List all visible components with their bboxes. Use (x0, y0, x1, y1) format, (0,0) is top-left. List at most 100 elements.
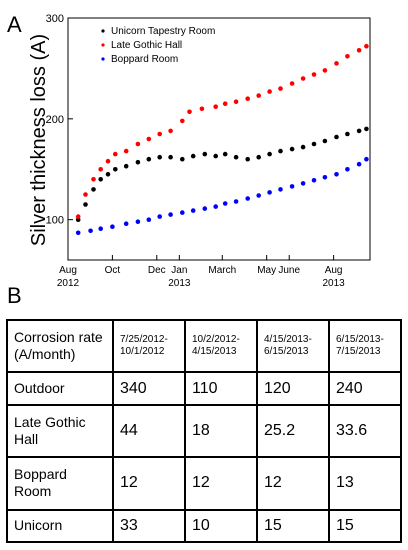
x-tick-sublabel: 2012 (57, 278, 80, 289)
x-tick-label: May (257, 265, 276, 276)
data-point (267, 151, 272, 157)
data-point (356, 48, 362, 53)
table-cell: 110 (184, 371, 258, 406)
legend-entry: Late Gothic Hall (111, 40, 182, 51)
corrosion-rate-table: Corrosion rate (A/month) 7/25/2012-10/1/… (6, 318, 402, 544)
data-point (278, 187, 283, 192)
series-layer (75, 43, 369, 236)
data-point (322, 175, 328, 180)
data-point (168, 212, 173, 217)
x-tick-label: Aug (325, 265, 343, 276)
data-point (83, 202, 88, 207)
data-point (146, 136, 152, 142)
data-point (105, 158, 111, 164)
table-cell: 25.2 (256, 403, 330, 459)
data-point (256, 93, 262, 98)
x-tick-label: June (278, 265, 300, 276)
data-point (123, 221, 129, 226)
data-point (213, 104, 218, 109)
legend: Unicorn Tapestry Room Late Gothic Hall Bop… (101, 26, 215, 65)
y-tick-label: 200 (46, 114, 64, 126)
data-point (311, 178, 317, 183)
data-point (180, 210, 185, 215)
data-point (202, 206, 208, 211)
table-cell: 10 (184, 508, 258, 544)
data-point (334, 134, 339, 140)
data-point (98, 167, 103, 172)
data-point (213, 153, 218, 159)
table-cell: 33.6 (328, 403, 402, 459)
data-point (213, 204, 218, 209)
table-row: Boppard Room 12 12 12 13 (6, 456, 402, 511)
data-point (123, 148, 129, 154)
data-point (233, 154, 239, 160)
panel-a-label: A (7, 12, 22, 37)
table-row-label: Late Gothic Hall (6, 403, 114, 459)
x-tick-sublabel: 2013 (322, 278, 345, 289)
legend-entry: Unicorn Tapestry Room (111, 26, 215, 37)
y-axis-label: Silver thickness loss (A) (28, 34, 50, 246)
corrosion-table: Corrosion rate (A/month) 7/25/2012-10/1/… (6, 318, 402, 544)
table-row: Unicorn 33 10 15 15 (6, 508, 402, 544)
data-point (222, 151, 228, 157)
data-point (110, 224, 115, 229)
data-point (289, 81, 295, 86)
data-point (289, 146, 295, 152)
table-cell: 120 (256, 371, 330, 406)
data-point (345, 167, 350, 172)
table-cell: 15 (256, 508, 330, 544)
table-cell: 340 (112, 371, 186, 406)
data-point (322, 138, 328, 144)
data-point (256, 193, 262, 198)
table-cell: 240 (328, 371, 402, 406)
data-point (135, 219, 141, 224)
x-tick-label: March (208, 265, 236, 276)
data-point (334, 172, 339, 177)
data-point (356, 161, 362, 167)
data-point (157, 154, 162, 160)
data-point (75, 230, 81, 236)
data-point (245, 196, 250, 201)
data-point (311, 72, 317, 77)
data-point (113, 167, 118, 172)
table-cell: 18 (184, 403, 258, 459)
table-cell: 15 (328, 508, 402, 544)
data-point (345, 131, 350, 137)
table-cell: 12 (112, 456, 186, 511)
axes-layer: 100 200 300 Aug 2012 Oct Dec Jan 2013 March May Jun… (46, 13, 371, 289)
panel-b-label: B (7, 283, 22, 308)
data-point (245, 96, 250, 101)
data-point (322, 68, 328, 73)
data-point (202, 151, 208, 157)
table-cell: 33 (112, 508, 186, 544)
table-header-row: Corrosion rate (A/month) 7/25/2012-10/1/… (6, 318, 402, 374)
data-point (88, 228, 93, 234)
data-point (300, 76, 306, 81)
legend-marker (101, 57, 105, 61)
data-point (91, 187, 96, 192)
data-point (180, 156, 185, 162)
table-header-label: Corrosion rate (A/month) (6, 318, 114, 374)
data-point (180, 118, 185, 124)
data-point (157, 131, 162, 137)
data-point (168, 154, 173, 160)
x-tick-sublabel: 2013 (168, 278, 191, 289)
data-point (187, 109, 192, 115)
data-point (190, 153, 196, 159)
table-row-label: Unicorn (6, 508, 114, 544)
data-point (135, 141, 141, 147)
data-point (356, 128, 362, 134)
data-point (256, 154, 262, 160)
x-tick-label: Oct (105, 265, 121, 276)
table-cell: 12 (256, 456, 330, 511)
series-group (75, 156, 369, 236)
data-point (364, 156, 369, 162)
data-point (364, 126, 369, 132)
data-point (113, 151, 118, 157)
data-point (278, 148, 283, 154)
data-point (311, 141, 317, 147)
data-point (289, 184, 295, 189)
table-row: Late Gothic Hall 44 18 25.2 33.6 (6, 403, 402, 459)
data-point (334, 61, 339, 66)
table-cell: 44 (112, 403, 186, 459)
